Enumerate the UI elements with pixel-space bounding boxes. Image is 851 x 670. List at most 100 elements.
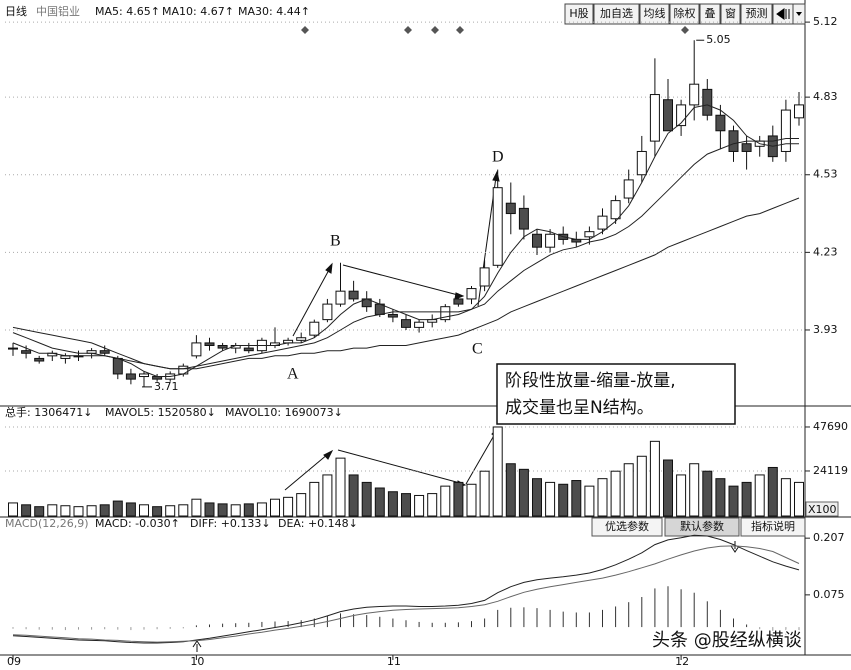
toolbar-label[interactable]: H股 bbox=[569, 7, 588, 20]
candle-body bbox=[492, 187, 503, 266]
candle-body bbox=[610, 200, 621, 220]
volume-bar bbox=[178, 504, 189, 517]
price-callout: 5.05 bbox=[706, 33, 731, 46]
legend-entry: DIFF: +0.133↓ bbox=[190, 517, 271, 530]
volume-bar bbox=[414, 494, 425, 517]
unit-box bbox=[805, 501, 839, 517]
toolbar-label[interactable]: 除权 bbox=[674, 6, 696, 20]
toolbar-label[interactable]: 窗 bbox=[725, 6, 736, 20]
volume-bar bbox=[139, 504, 149, 517]
candle-body bbox=[715, 114, 726, 132]
candle-body bbox=[623, 179, 634, 199]
volume-bar bbox=[401, 493, 411, 517]
volume-bar bbox=[47, 504, 58, 517]
toolbar-button[interactable] bbox=[593, 3, 640, 25]
legend-entry: MA10: 4.67↑ bbox=[162, 5, 234, 18]
volume-bar bbox=[361, 481, 372, 517]
candle-body bbox=[636, 150, 647, 176]
toolbar-button[interactable] bbox=[564, 3, 594, 25]
toolbar-button[interactable] bbox=[740, 3, 773, 25]
candle-body bbox=[780, 109, 791, 152]
volume-bar bbox=[165, 505, 176, 517]
candle-body bbox=[689, 83, 700, 106]
pattern-label: C bbox=[472, 341, 483, 358]
volume-bar bbox=[348, 474, 359, 517]
volume-bar bbox=[767, 466, 778, 517]
legend-entry: 总手: 1306471↓ bbox=[5, 405, 92, 419]
candle-body bbox=[505, 202, 516, 215]
x-tick-label: 09 bbox=[7, 655, 21, 668]
candle-body bbox=[8, 347, 18, 350]
volume-bar bbox=[558, 483, 569, 517]
toolbar-button[interactable] bbox=[639, 3, 670, 25]
volume-bar bbox=[21, 504, 32, 517]
volume-bar bbox=[387, 491, 398, 517]
indicator-button-label[interactable]: 指标说明 bbox=[751, 519, 795, 533]
indicator-button-label[interactable]: 默认参数 bbox=[680, 519, 724, 533]
volume-bar bbox=[663, 459, 673, 517]
volume-bar bbox=[610, 470, 621, 517]
volume-bar bbox=[270, 498, 280, 517]
pattern-label: B bbox=[330, 233, 341, 250]
toolbar-label[interactable]: 叠 bbox=[705, 7, 716, 20]
candle-body bbox=[401, 319, 411, 328]
y-tick-label: 4.83 bbox=[813, 90, 838, 103]
volume-bar bbox=[99, 504, 110, 517]
candle-body bbox=[466, 288, 477, 300]
toolbar-label[interactable]: 均线 bbox=[644, 6, 666, 20]
toolbar-button[interactable] bbox=[699, 3, 721, 25]
candle-body bbox=[584, 231, 595, 238]
volume-bar bbox=[309, 481, 320, 517]
indicator-button[interactable] bbox=[740, 517, 806, 537]
x-tick-label: 12 bbox=[675, 655, 689, 668]
volume-bar bbox=[780, 478, 791, 517]
candle-body bbox=[532, 233, 542, 248]
volume-bar bbox=[794, 481, 804, 517]
candle-body bbox=[597, 215, 608, 230]
indicator-button[interactable] bbox=[591, 517, 663, 537]
candle-body bbox=[21, 350, 32, 354]
legend-entry: MAVOL5: 1520580↓ bbox=[105, 406, 216, 419]
candle-body bbox=[663, 99, 673, 132]
y-tick-label: 4.53 bbox=[813, 168, 838, 181]
toolbar-label[interactable]: 加自选 bbox=[600, 7, 633, 20]
toolbar-button[interactable] bbox=[720, 3, 741, 25]
note-text: 成交量也呈N结构。 bbox=[505, 398, 654, 418]
candle-body bbox=[649, 94, 660, 142]
toolbar-label[interactable]: 预测 bbox=[746, 7, 768, 20]
macd-line bbox=[12, 545, 800, 643]
pattern-label: A bbox=[287, 366, 299, 383]
candle-body bbox=[348, 290, 359, 300]
candle-body bbox=[217, 344, 228, 349]
candle-body bbox=[139, 373, 149, 378]
candle-body bbox=[125, 373, 136, 380]
candle-body bbox=[322, 303, 333, 321]
volume-bar bbox=[597, 478, 608, 517]
volume-bar bbox=[689, 463, 700, 517]
volume-bar bbox=[702, 470, 713, 517]
candle-body bbox=[243, 347, 254, 352]
legend-entry: DEA: +0.148↓ bbox=[278, 517, 358, 530]
candle-body bbox=[518, 207, 529, 230]
volume-bar bbox=[518, 468, 529, 517]
ma-line bbox=[12, 104, 799, 377]
macd-title: MACD(12,26,9) bbox=[5, 517, 89, 530]
volume-bar bbox=[73, 506, 84, 517]
volume-bar bbox=[335, 457, 346, 517]
toolbar-button[interactable] bbox=[669, 3, 700, 25]
trend-arrows bbox=[192, 170, 740, 652]
volume-bar bbox=[532, 478, 542, 517]
candle-body bbox=[440, 306, 451, 321]
volume-bar bbox=[191, 498, 202, 517]
volume-bar bbox=[676, 474, 687, 517]
stock-name: 中国铝业 bbox=[36, 4, 80, 18]
volume-bar bbox=[86, 505, 97, 517]
volume-bar bbox=[715, 478, 726, 517]
candle-body bbox=[112, 357, 123, 375]
indicator-button-label[interactable]: 优选参数 bbox=[605, 519, 649, 533]
toolbar-icon bbox=[776, 8, 790, 20]
volume-bar bbox=[125, 502, 136, 517]
ma-line bbox=[12, 197, 800, 370]
legend-entry: MA5: 4.65↑ bbox=[95, 5, 160, 18]
